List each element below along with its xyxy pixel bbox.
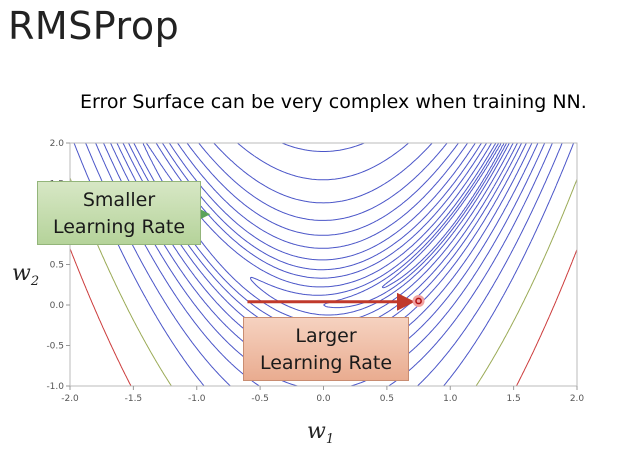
contour-line xyxy=(95,142,553,387)
contour-line xyxy=(69,248,578,387)
y-tick-label: 2.0 xyxy=(50,139,65,149)
plot-axes: -2.0-1.5-1.0-0.50.00.51.01.52.02.01.51.0… xyxy=(46,139,584,404)
callout-line: Larger xyxy=(295,325,357,347)
contour-line xyxy=(381,142,505,289)
y-axis-label: w2 xyxy=(12,261,39,289)
x-tick-label: 2.0 xyxy=(570,394,585,404)
contour-line xyxy=(323,142,507,309)
larger-learning-rate-callout: Larger Learning Rate xyxy=(243,317,409,381)
x-tick-label: 1.0 xyxy=(443,394,458,404)
x-axis-label: w1 xyxy=(307,419,334,447)
contour-line xyxy=(250,142,510,316)
smaller-learning-rate-callout: Smaller Learning Rate xyxy=(37,181,201,245)
callout-line: Smaller xyxy=(82,189,156,211)
y-tick-label: -0.5 xyxy=(46,342,64,352)
callout-line: Learning Rate xyxy=(259,352,393,374)
callout-line: Learning Rate xyxy=(52,216,186,238)
slide-title: RMSProp xyxy=(8,4,180,48)
x-tick-label: -0.5 xyxy=(251,394,269,404)
x-tick-label: 0.5 xyxy=(380,394,394,404)
y-tick-label: 0.0 xyxy=(50,301,65,311)
x-tick-label: -1.0 xyxy=(188,394,206,404)
x-tick-label: -2.0 xyxy=(61,394,79,404)
point-dot xyxy=(415,297,422,305)
point-halo xyxy=(412,294,425,307)
x-tick-label: 0.0 xyxy=(316,394,331,404)
y-tick-label: 0.5 xyxy=(50,261,64,271)
slide-subtitle: Error Surface can be very complex when t… xyxy=(80,91,587,113)
current-point xyxy=(412,294,425,307)
contour-line xyxy=(73,142,575,387)
y-tick-label: -1.0 xyxy=(46,382,64,392)
x-tick-label: 1.5 xyxy=(506,394,520,404)
x-tick-label: -1.5 xyxy=(125,394,143,404)
